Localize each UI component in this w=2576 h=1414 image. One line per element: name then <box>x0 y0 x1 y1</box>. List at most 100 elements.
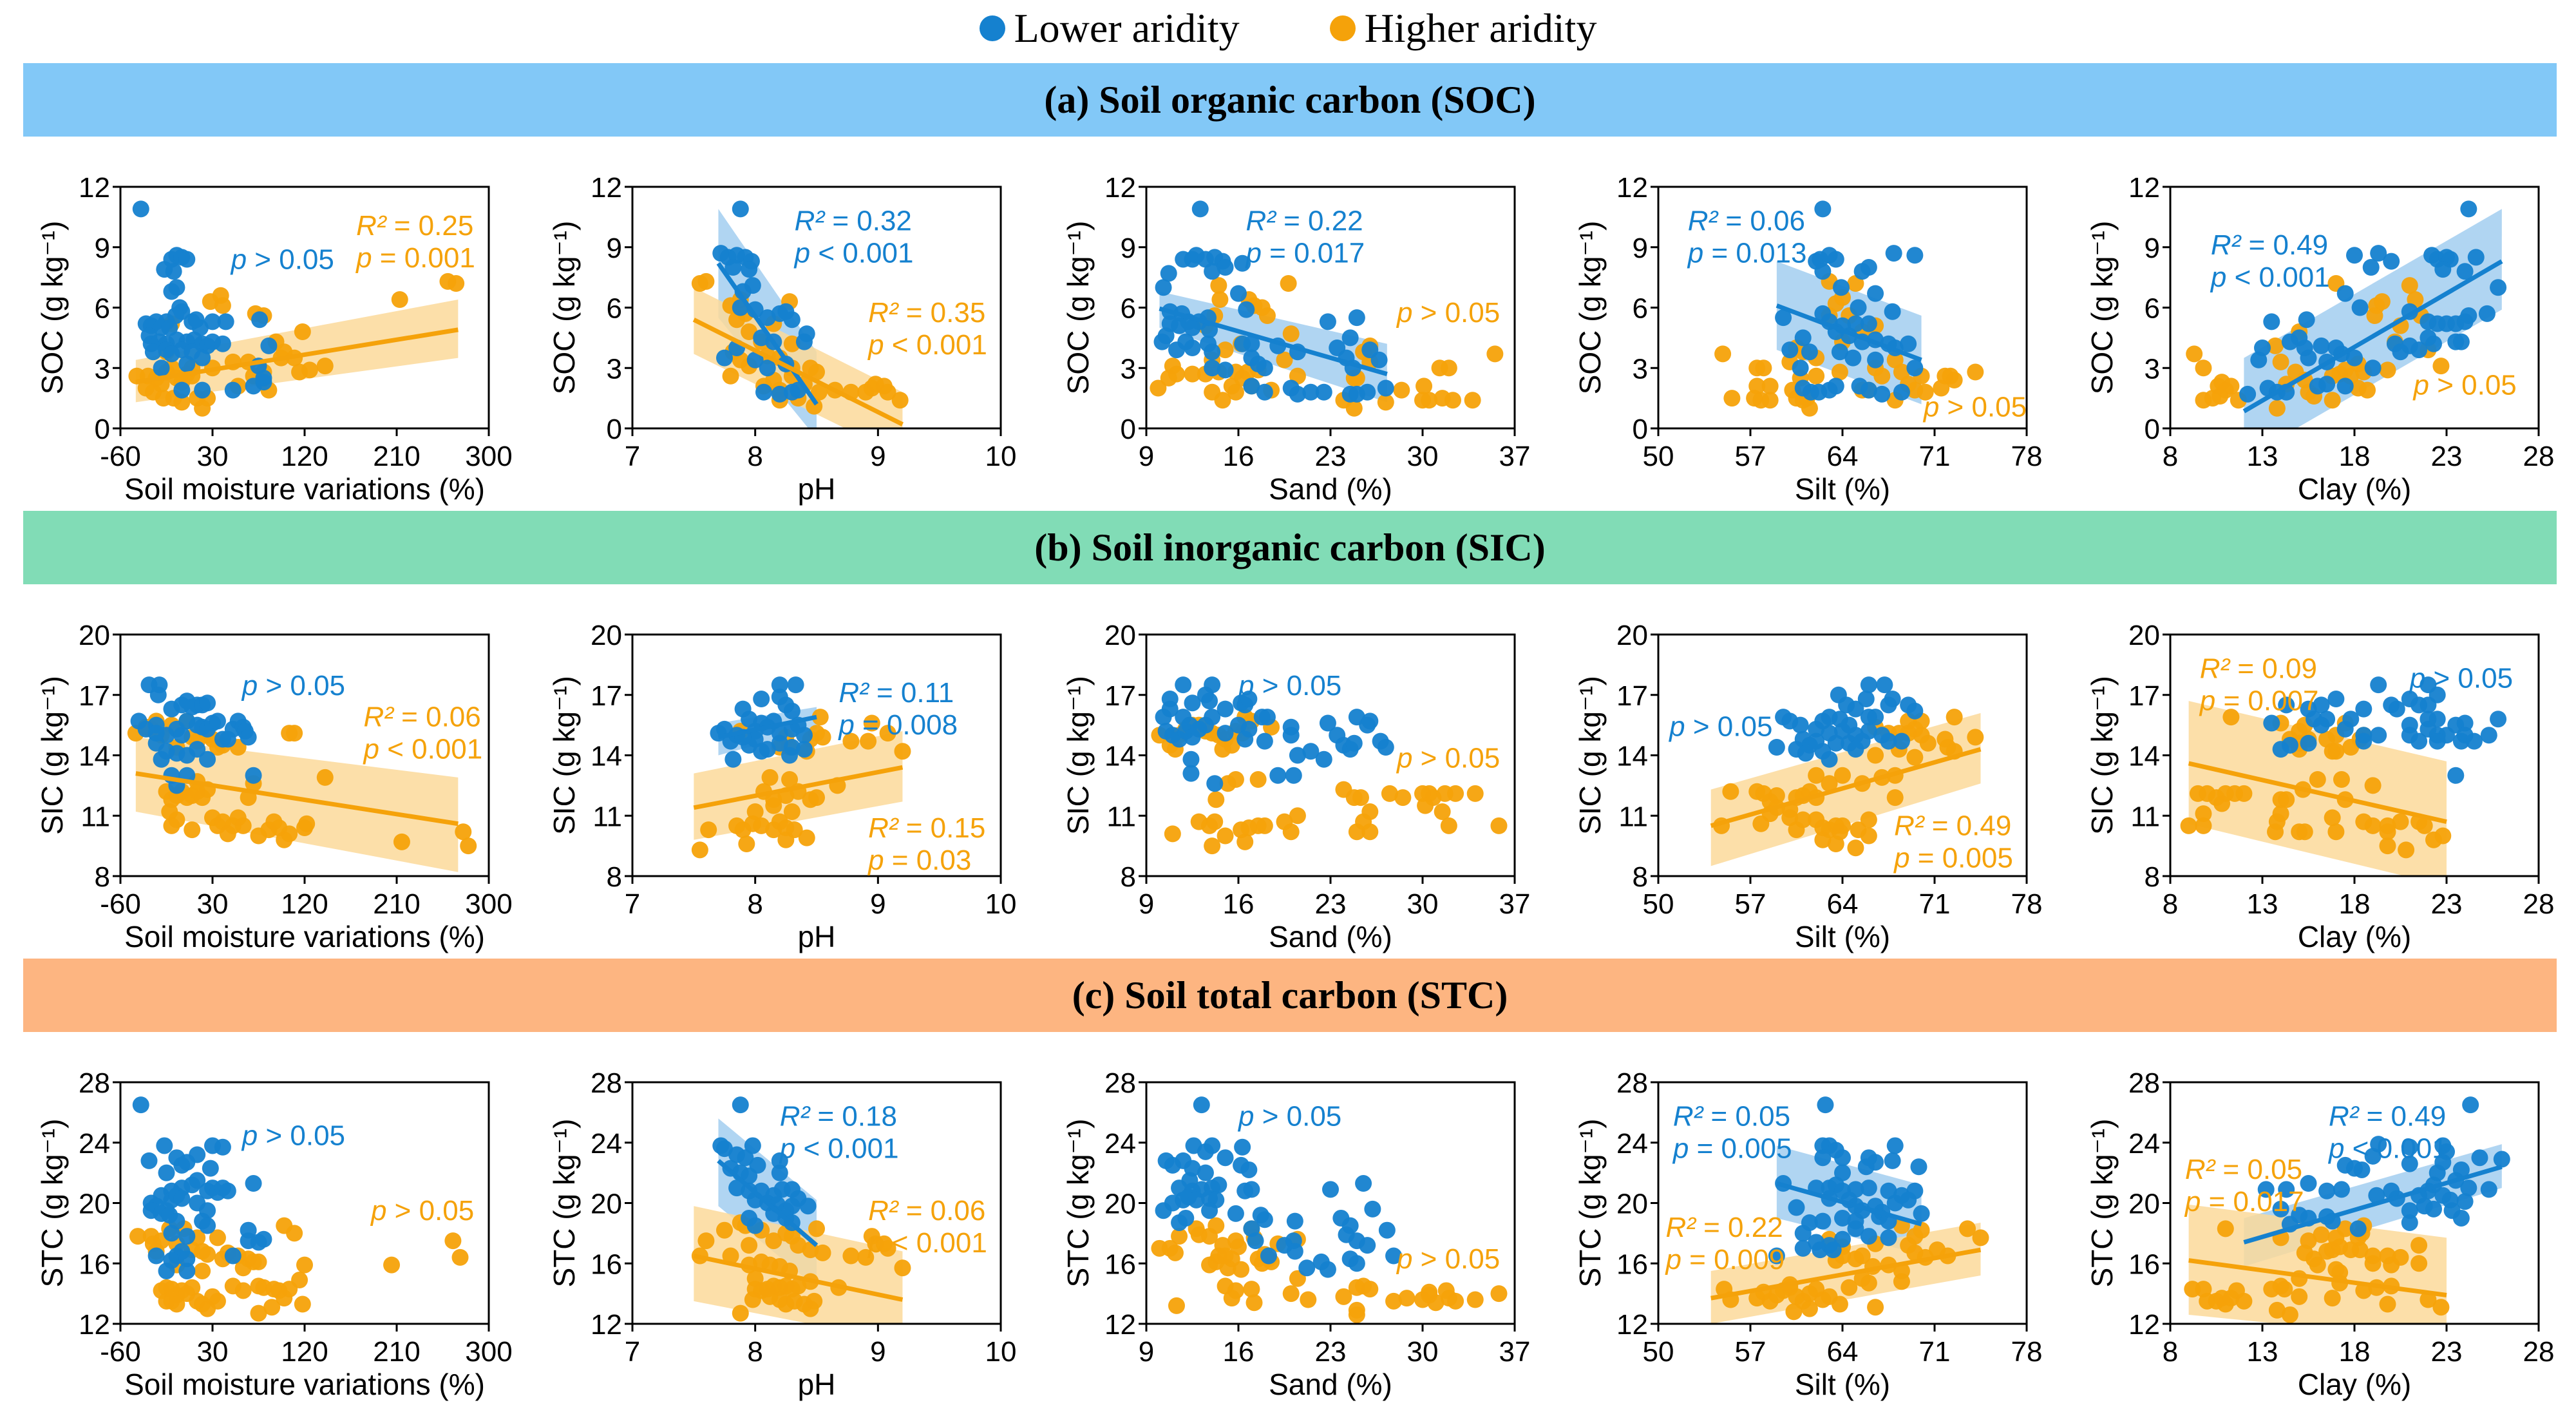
data-point-higher <box>2373 293 2391 311</box>
data-point-higher <box>2398 841 2415 859</box>
x-axis-label: Soil moisture variations (%) <box>124 1368 485 1401</box>
y-tick-label: 12 <box>1104 1309 1136 1341</box>
data-point-lower <box>1880 696 1897 714</box>
data-point-lower <box>2401 1138 2418 1156</box>
y-tick-label: 9 <box>1633 233 1648 264</box>
y-tick-label: 16 <box>1616 1248 1648 1280</box>
stat-annotation-lower: R² = 0.11 <box>838 677 954 709</box>
data-point-lower <box>1175 676 1192 694</box>
data-point-higher <box>1847 839 1864 857</box>
data-point-higher <box>2313 1226 2330 1243</box>
data-point-higher <box>2364 817 2382 834</box>
data-point-lower <box>2434 261 2452 278</box>
data-point-higher <box>1752 815 1770 832</box>
data-point-lower <box>158 1164 175 1181</box>
data-point-lower <box>755 383 773 401</box>
data-point-lower <box>795 741 813 758</box>
stat-annotation-lower: p = 0.017 <box>1244 238 1365 269</box>
data-point-lower <box>1775 309 1792 327</box>
data-point-lower <box>1834 1209 1851 1227</box>
x-tick-label: 300 <box>465 888 512 920</box>
data-point-lower <box>1182 765 1200 782</box>
data-point-higher <box>448 275 465 292</box>
regression-line-higher <box>2188 1258 2447 1297</box>
x-tick-label: 8 <box>747 1336 762 1368</box>
data-point-lower <box>161 319 178 336</box>
data-point-lower <box>1880 732 1897 750</box>
data-point-lower <box>1827 377 1844 395</box>
data-point-higher <box>744 1291 761 1308</box>
stat-annotation-higher: p > 0.05 <box>1396 1243 1500 1275</box>
regression-line-lower <box>1776 303 1922 363</box>
x-axis-label: Sand (%) <box>1269 920 1392 953</box>
data-point-lower <box>2480 1181 2497 1198</box>
data-point-lower <box>1319 313 1336 330</box>
data-point-lower <box>1256 359 1273 377</box>
data-point-higher <box>1214 392 1231 409</box>
data-point-higher <box>1345 399 1363 417</box>
y-axis-label: STC (g kg⁻¹) <box>547 1119 581 1288</box>
data-point-higher <box>1893 1273 1910 1290</box>
data-point-higher <box>2379 837 2396 855</box>
data-point-higher <box>894 1259 911 1277</box>
data-point-lower <box>1834 1230 1851 1248</box>
data-point-lower <box>1217 1149 1234 1167</box>
data-point-lower <box>1814 263 1832 280</box>
data-point-lower <box>2364 1147 2382 1165</box>
data-point-lower <box>1860 1180 1877 1197</box>
data-point-higher <box>391 291 408 308</box>
data-point-higher <box>161 803 178 820</box>
stat-annotation-lower: p > 0.05 <box>1237 670 1341 702</box>
data-point-lower <box>1893 383 1910 401</box>
y-tick-label: 14 <box>1104 741 1136 772</box>
stat-annotation-higher: p = 0.009 <box>1664 1244 1785 1275</box>
data-point-lower <box>2313 716 2330 734</box>
data-point-lower <box>149 686 167 703</box>
y-tick-label: 20 <box>2128 620 2160 651</box>
regression-line-lower <box>717 714 817 740</box>
stat-annotation-lower: p = 0.008 <box>837 709 958 741</box>
data-point-higher <box>2213 795 2231 812</box>
stat-annotation-higher: p > 0.05 <box>2412 370 2517 401</box>
data-point-lower <box>2410 732 2428 750</box>
data-point-higher <box>1853 1270 1871 1287</box>
y-tick-label: 24 <box>591 1128 622 1160</box>
data-point-lower <box>1857 1158 1875 1176</box>
regression-line-higher <box>1710 1247 1982 1301</box>
y-axis-label: STC (g kg⁻¹) <box>1061 1119 1095 1288</box>
stat-annotation-lower: R² = 0.49 <box>2211 229 2328 261</box>
y-tick-label: 20 <box>591 620 622 651</box>
y-tick-label: 6 <box>607 293 622 325</box>
data-point-lower <box>1238 301 1255 318</box>
data-point-lower <box>1322 1181 1339 1198</box>
data-point-higher <box>316 358 334 375</box>
data-point-higher <box>1258 307 1276 324</box>
data-point-higher <box>781 771 799 788</box>
data-point-higher <box>2327 823 2345 841</box>
stat-annotation-higher: p > 0.05 <box>1396 297 1500 329</box>
data-point-higher <box>2324 1290 2341 1307</box>
y-tick-label: 14 <box>2128 741 2160 772</box>
data-point-lower <box>1876 676 1893 694</box>
data-point-higher <box>1440 359 1457 377</box>
data-point-lower <box>173 1190 191 1207</box>
y-tick-label: 6 <box>2145 293 2160 325</box>
data-point-higher <box>1808 367 1825 385</box>
y-axis-label: SOC (g kg⁻¹) <box>1061 221 1095 395</box>
data-point-lower <box>781 747 799 764</box>
data-point-higher <box>1377 394 1394 411</box>
y-tick-label: 20 <box>1616 1189 1648 1220</box>
x-tick-label: 30 <box>1407 888 1439 920</box>
data-point-higher <box>1860 811 1877 828</box>
data-point-higher <box>2235 785 2253 802</box>
y-axis-label: SIC (g kg⁻¹) <box>1573 676 1607 835</box>
data-point-higher <box>2186 345 2203 363</box>
data-point-lower <box>1860 676 1877 694</box>
x-tick-label: 9 <box>1139 1336 1154 1368</box>
data-point-higher <box>741 1237 758 1254</box>
data-point-higher <box>199 1246 216 1263</box>
data-point-higher <box>1490 1285 1508 1303</box>
data-point-lower <box>2465 732 2483 750</box>
data-point-higher <box>2222 377 2240 395</box>
x-axis-label: Silt (%) <box>1795 920 1890 953</box>
